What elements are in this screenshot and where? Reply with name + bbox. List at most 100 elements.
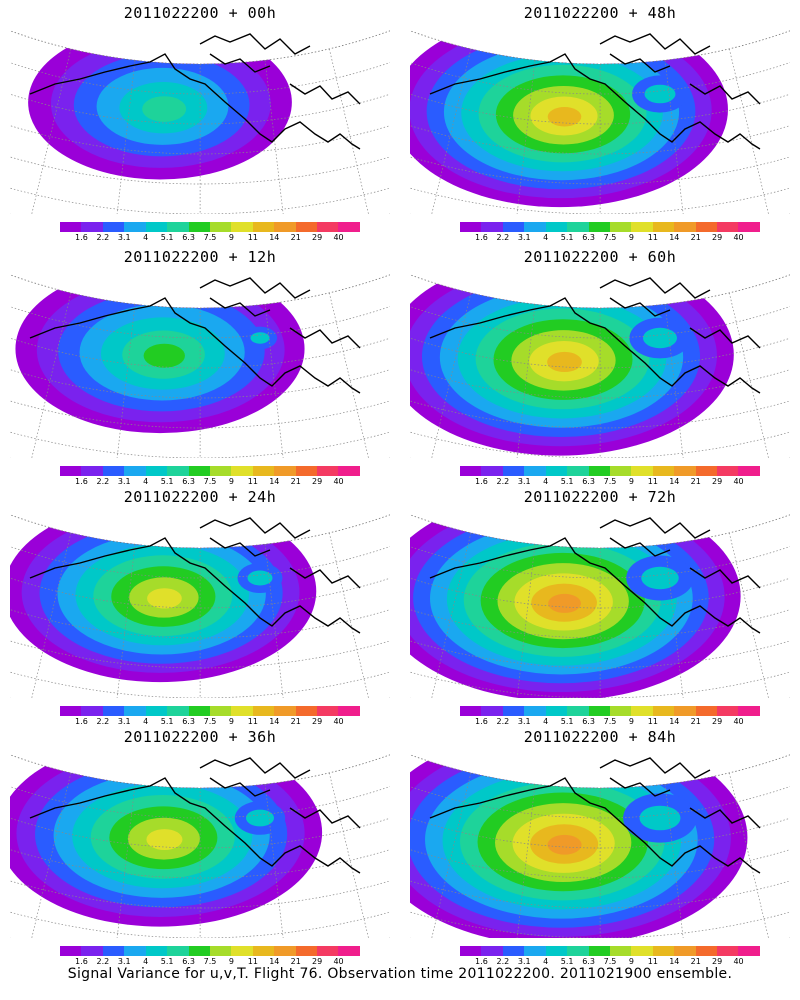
colorbar: [60, 946, 360, 956]
colorbar-swatch: [81, 222, 103, 232]
colorbar-label: 3.1: [117, 717, 131, 726]
panel-title: 2011022200 + 60h: [523, 248, 677, 266]
colorbar-swatch: [81, 946, 103, 956]
colorbar-swatch: [609, 946, 632, 956]
contour-level: [250, 332, 270, 344]
colorbar-swatch: [167, 466, 189, 476]
colorbar-swatch: [588, 466, 610, 476]
panel-title: 2011022200 + 12h: [123, 248, 277, 266]
colorbar-label: 5.1: [160, 477, 174, 486]
colorbar-swatch: [167, 706, 189, 716]
panel-title: 2011022200 + 00h: [123, 4, 277, 22]
colorbar-swatch: [317, 946, 339, 956]
colorbar-label: 6.3: [182, 233, 195, 242]
coastline: [29, 277, 361, 394]
colorbar-label: 11: [647, 957, 658, 966]
panel-title: 2011022200 + 84h: [523, 728, 677, 746]
coastline: [429, 33, 761, 150]
colorbar-swatch: [695, 466, 718, 476]
colorbar-label: 21: [690, 717, 701, 726]
colorbar-swatch: [567, 466, 589, 476]
colorbar-swatch: [502, 946, 525, 956]
colorbar-swatch: [567, 706, 589, 716]
panel-title: 2011022200 + 48h: [523, 4, 677, 22]
colorbar-label: 21: [290, 717, 301, 726]
colorbar-label: 3.1: [117, 957, 131, 966]
colorbar-swatch: [145, 946, 168, 956]
contour-level: [146, 829, 183, 850]
colorbar-label: 3.1: [517, 477, 531, 486]
map-panel: 2011022200 + 84h 1.6 2.2 3.1 4 5.1 6.3 7.5 9 11 14…: [400, 724, 800, 968]
colorbar-swatch: [338, 946, 360, 956]
colorbar-labels: 1.6 2.2 3.1 4 5.1 6.3 7.5 9 11 14 21 29 40: [460, 957, 760, 967]
colorbar-label: 11: [247, 957, 258, 966]
coastline: [29, 757, 361, 874]
colorbar-swatch: [102, 466, 125, 476]
colorbar-label: 14: [669, 233, 680, 242]
colorbar-label: 7.5: [203, 233, 217, 242]
colorbar-swatch: [652, 706, 675, 716]
colorbar: [460, 466, 760, 476]
map-panel: 2011022200 + 00h 1.6 2.2 3.1 4 5.1 6.3 7.5 9 11 14…: [0, 0, 400, 244]
colorbar-swatch: [188, 706, 210, 716]
colorbar-label: 9: [628, 717, 634, 726]
colorbar-label: 6.3: [582, 957, 595, 966]
polar-map: [10, 514, 390, 698]
colorbar-swatch: [209, 466, 232, 476]
colorbar-label: 1.6: [75, 233, 88, 242]
colorbar-swatch: [188, 946, 210, 956]
colorbar-label: 1.6: [475, 717, 488, 726]
colorbar-label: 7.5: [603, 717, 617, 726]
map-panel: 2011022200 + 48h 1.6 2.2 3.1 4 5.1 6.3 7.5 9 11 14…: [400, 0, 800, 244]
panel-title: 2011022200 + 24h: [123, 488, 277, 506]
colorbar-label: 1.6: [75, 477, 88, 486]
colorbar-swatch: [545, 222, 568, 232]
colorbar-label: 5.1: [560, 233, 574, 242]
colorbar-swatch: [167, 946, 189, 956]
colorbar-labels: 1.6 2.2 3.1 4 5.1 6.3 7.5 9 11 14 21 29 40: [60, 477, 360, 487]
polar-map: [410, 274, 790, 458]
colorbar-label: 6.3: [182, 717, 195, 726]
colorbar-label: 9: [628, 477, 634, 486]
colorbar-label: 2.2: [96, 477, 110, 486]
contour-level: [641, 566, 679, 590]
contour-level: [547, 834, 582, 855]
colorbar-label: 29: [312, 957, 323, 966]
colorbar-swatch: [460, 946, 482, 956]
colorbar: [60, 706, 360, 716]
colorbar-label: 1.6: [475, 233, 488, 242]
panel-title: 2011022200 + 36h: [123, 728, 277, 746]
polar-map: [410, 30, 790, 214]
colorbar-label: 5.1: [160, 717, 174, 726]
colorbar-swatch: [524, 222, 546, 232]
colorbar-label: 29: [712, 957, 723, 966]
colorbar-label: 6.3: [182, 477, 195, 486]
colorbar-swatch: [674, 706, 696, 716]
polar-map: [10, 30, 390, 214]
colorbar-swatch: [631, 706, 653, 716]
colorbar-label: 11: [647, 477, 658, 486]
colorbar-swatch: [631, 222, 653, 232]
contour-level: [147, 588, 182, 609]
colorbar-swatch: [609, 466, 632, 476]
colorbar-label: 40: [333, 233, 344, 242]
colorbar-swatch: [695, 706, 718, 716]
contour-level: [547, 107, 582, 127]
contour-level: [246, 809, 274, 827]
colorbar-label: 21: [290, 957, 301, 966]
colorbar-swatch: [460, 466, 482, 476]
variance-field: [10, 514, 317, 683]
colorbar-label: 14: [669, 717, 680, 726]
colorbar-swatch: [481, 222, 503, 232]
colorbar-swatch: [567, 946, 589, 956]
colorbar-swatch: [588, 222, 610, 232]
colorbar-swatch: [188, 466, 210, 476]
colorbar-label: 9: [228, 233, 234, 242]
colorbar-label: 40: [733, 957, 744, 966]
colorbar-label: 7.5: [603, 233, 617, 242]
colorbar-swatch: [209, 222, 232, 232]
colorbar-label: 4: [543, 233, 549, 242]
colorbar-swatch: [338, 706, 360, 716]
colorbar-label: 1.6: [475, 957, 488, 966]
colorbar-swatch: [545, 466, 568, 476]
